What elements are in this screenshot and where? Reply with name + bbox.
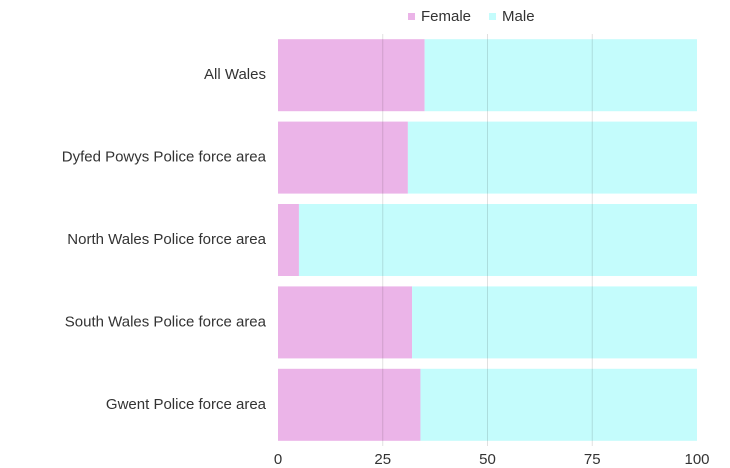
bar-segment bbox=[278, 39, 425, 112]
y-tick-label: South Wales Police force area bbox=[65, 313, 267, 330]
legend-swatch bbox=[489, 13, 497, 20]
x-tick-label: 50 bbox=[479, 451, 496, 468]
bar-segment bbox=[278, 286, 413, 359]
x-tick-label: 75 bbox=[584, 451, 601, 468]
bar-segment bbox=[298, 204, 697, 276]
y-tick-label: Dyfed Powys Police force area bbox=[62, 149, 267, 166]
bar-segment bbox=[407, 121, 697, 194]
bar-segment bbox=[278, 121, 408, 194]
y-tick-label: Gwent Police force area bbox=[106, 396, 267, 413]
bar-segment bbox=[420, 368, 697, 441]
legend-label: Male bbox=[502, 8, 535, 25]
x-tick-label: 25 bbox=[374, 451, 391, 468]
bar-segment bbox=[278, 368, 421, 441]
bar-segment bbox=[278, 204, 299, 276]
y-tick-label: All Wales bbox=[204, 66, 266, 83]
bar-segment bbox=[424, 39, 697, 112]
bar-segment bbox=[412, 286, 697, 359]
x-tick-label: 100 bbox=[684, 451, 709, 468]
legend-swatch bbox=[408, 13, 415, 20]
legend-label: Female bbox=[421, 8, 471, 25]
x-tick-label: 0 bbox=[274, 451, 282, 468]
y-tick-label: North Wales Police force area bbox=[67, 231, 266, 248]
